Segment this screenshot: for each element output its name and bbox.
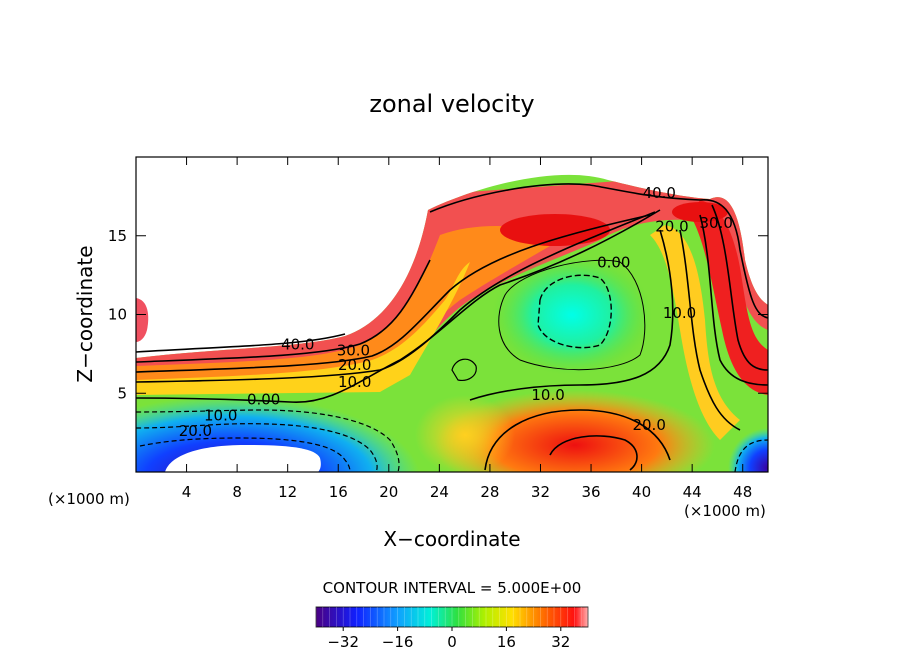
velocity-field [136,174,768,472]
contour-lower-30 [549,435,638,471]
contour-label-12: 10.0 [531,386,564,404]
contour-right-10 [679,229,741,431]
colorbar-ticks: −32 −16 0 16 32 [327,627,570,651]
contour-label-2: 20.0 [338,356,371,374]
lower-right-cold-region [728,428,768,472]
contour-lower-20 [484,409,671,471]
x-tick-label-44: 44 [683,483,702,501]
contour-small-loop [451,358,477,381]
contour-label-9: 30.0 [699,214,732,232]
colorbar-tick-label-0: −32 [327,633,359,651]
x-unit-left: (×1000 m) [48,490,130,508]
colorbar-tick-label-3: 16 [497,633,516,651]
x-tick-label-16: 16 [329,483,348,501]
lower-left-void [165,445,321,472]
contour-neg-30 [139,437,351,472]
contour-label-5: 10.0 [204,406,237,424]
contour-interval-text: CONTOUR INTERVAL = 5.000E+00 [323,579,582,597]
contour-20 [136,214,651,373]
contour-label-0: 40.0 [281,335,314,353]
contour-40 [136,333,346,353]
colorbar-tick-label-2: 0 [447,633,457,651]
x-unit-right: (×1000 m) [684,502,766,520]
y-tick-label-15: 15 [108,227,127,245]
upper-orange-band [136,225,560,385]
colorbar-stripes [315,607,589,627]
y-tick-label-5: 5 [117,384,127,402]
contour-label-8: 20.0 [655,217,688,235]
contour-lines [136,183,768,472]
upper-right-jet-core [672,202,728,222]
colorbar-tick-label-1: −16 [382,633,414,651]
x-tick-label-36: 36 [581,483,600,501]
right-yellow-band [650,225,740,440]
y-tick-label-10: 10 [108,306,127,324]
contour-30 [136,259,431,363]
contour-0 [136,209,661,403]
x-tick-label-24: 24 [430,483,449,501]
x-tick-label-28: 28 [480,483,499,501]
contour-label-11: 10.0 [663,304,696,322]
x-tick-label-20: 20 [379,483,398,501]
contour-neg-10 [136,409,400,472]
x-tick-label-40: 40 [632,483,651,501]
right-red-band [690,200,768,395]
contour-neg-20 [136,423,378,472]
contour-right-20 [699,214,768,386]
contour-right-30 [711,204,768,371]
x-axis-title: X−coordinate [383,527,520,551]
x-axis-ticks: 4 8 12 16 20 24 28 32 36 40 44 48 [182,157,752,501]
contour-core-zero [498,259,646,371]
upper-jet-core [500,214,610,246]
contour-label-6: 20.0 [179,422,212,440]
left-yellow-patch [415,395,515,472]
chart-title: zonal velocity [369,90,534,118]
cyan-core-region [492,255,652,375]
contour-mid-10 [469,229,674,401]
x-tick-label-4: 4 [182,483,192,501]
y-axis-ticks: 5 10 15 [108,227,768,402]
colorbar-tick-label-4: 32 [551,633,570,651]
lower-left-cold-region [136,396,420,472]
x-tick-label-32: 32 [531,483,550,501]
y-axis-title: Z−coordinate [73,245,97,382]
x-tick-label-48: 48 [733,483,752,501]
contour-label-13: 20.0 [632,416,665,434]
upper-yellow-band [136,262,470,395]
contour-label-4: 0.00 [247,391,280,409]
x-tick-label-8: 8 [232,483,242,501]
contour-core-neg [537,274,612,349]
contour-label-10: 0.00 [597,254,630,272]
contour-label-7: 40.0 [643,184,676,202]
contour-label-3: 10.0 [338,373,371,391]
x-tick-label-12: 12 [278,483,297,501]
colorbar: −32 −16 0 16 32 [315,606,589,651]
left-edge-red-lobe [136,298,149,342]
contour-top-40 [429,183,768,319]
contour-lower-right-neg [734,439,768,472]
contour-label-1: 30.0 [337,342,370,360]
